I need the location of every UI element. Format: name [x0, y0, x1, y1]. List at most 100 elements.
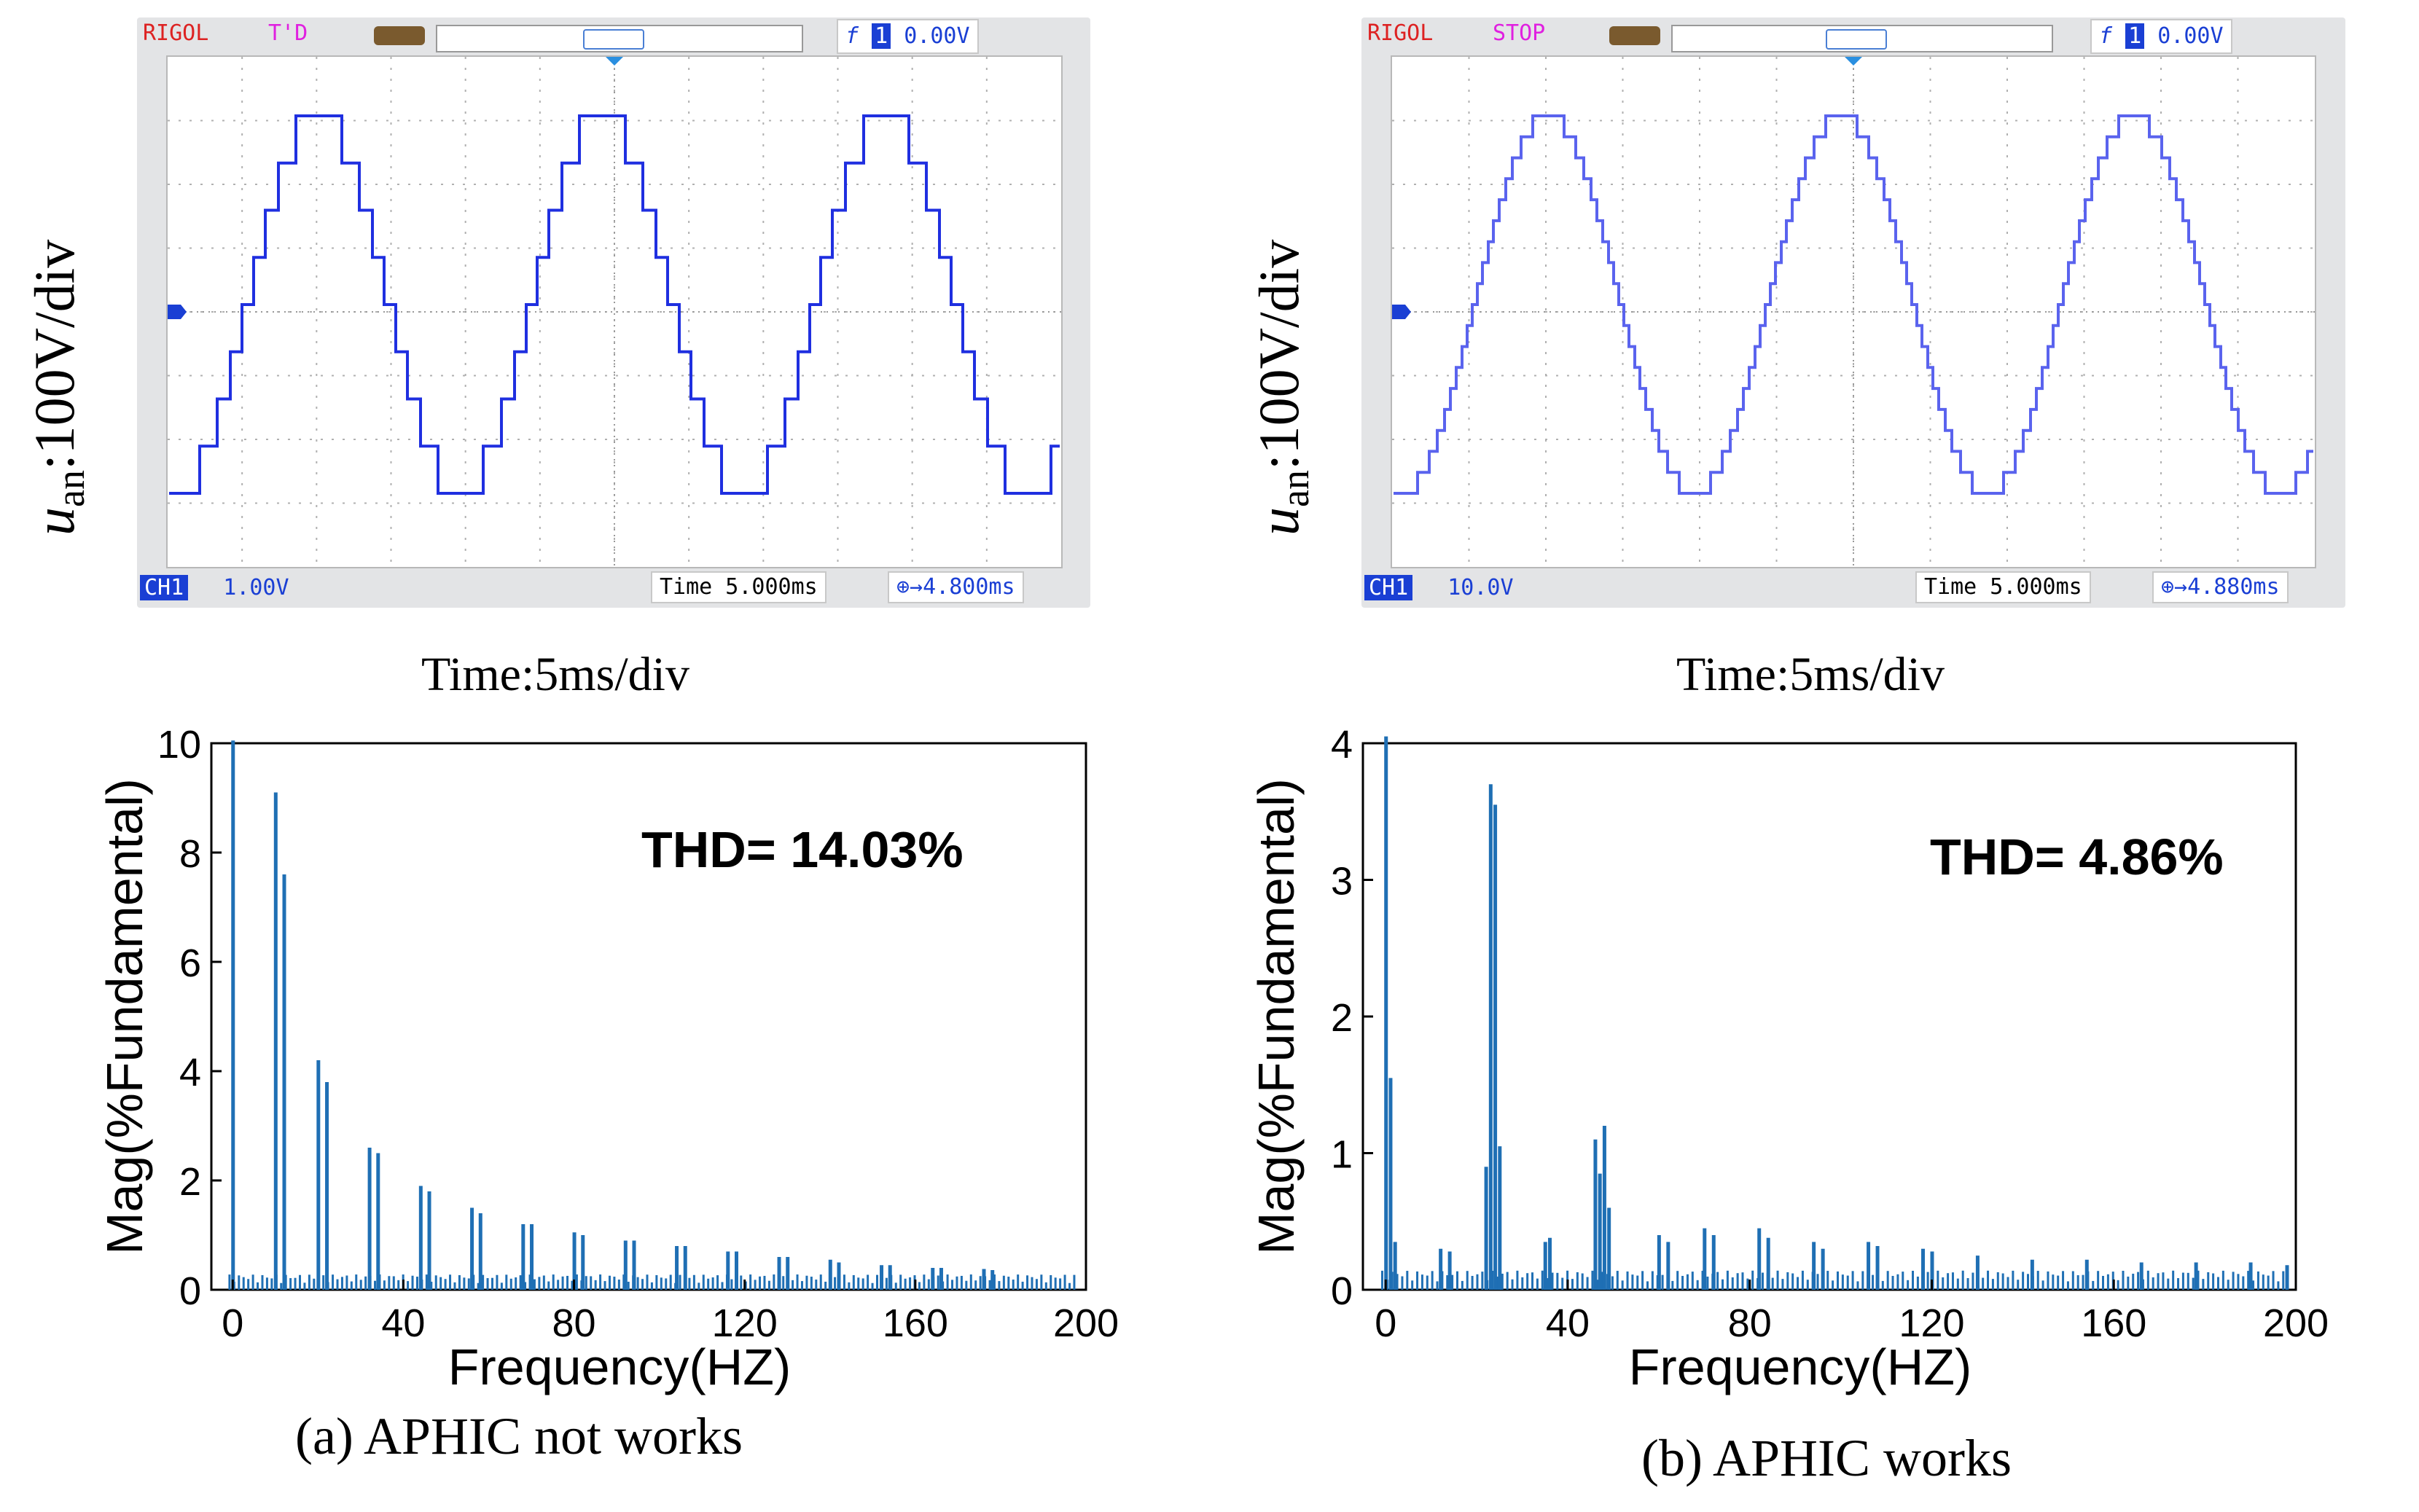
- scope-a-offset: ⊕→4.800ms: [888, 571, 1024, 603]
- spectrum-a-bar-floor: [332, 1274, 335, 1290]
- spectrum-b-xtick-label: 40: [1546, 1301, 1590, 1345]
- scope-a-status: T'D: [268, 20, 308, 46]
- spectrum-a-bar: [888, 1265, 892, 1290]
- spectrum-a-bar-floor: [439, 1277, 442, 1290]
- spectrum-b-bar-floor: [1576, 1272, 1579, 1290]
- spectrum-a-bar-floor: [660, 1277, 663, 1290]
- spectrum-a-bar-floor: [557, 1280, 560, 1290]
- spectrum-a-bar-floor: [571, 1280, 574, 1290]
- scope-a-y-label: uan:100V/div: [23, 239, 93, 536]
- spectrum-a-bar-floor: [834, 1277, 837, 1290]
- scope-b-trigger-box: f 1 0.00V: [2090, 19, 2232, 54]
- spectrum-b-bar-floor: [2221, 1270, 2224, 1290]
- spectrum-b-bar-floor: [1886, 1271, 1889, 1290]
- spectrum-b-bar-floor: [2082, 1274, 2084, 1290]
- spectrum-a-bar-floor: [561, 1276, 564, 1290]
- spectrum-a-bar-floor: [867, 1274, 869, 1290]
- spectrum-b-bar-floor: [2247, 1271, 2250, 1290]
- spectrum-a-bar-floor: [1050, 1274, 1052, 1290]
- spectrum-b-bar-floor: [1942, 1277, 1945, 1290]
- scope-b-status: STOP: [1493, 20, 1546, 46]
- spectrum-a-bar-floor: [251, 1274, 254, 1290]
- spectrum-a-bar-floor: [688, 1277, 691, 1290]
- spectrum-a-bar-floor: [697, 1282, 700, 1290]
- spectrum-b-bar: [1593, 1139, 1598, 1290]
- spectrum-b-bar-floor: [1761, 1272, 1764, 1290]
- spectrum-b-bar-floor: [1926, 1272, 1929, 1290]
- spectrum-b-bar: [2194, 1262, 2198, 1290]
- spectrum-b-bar-floor: [1611, 1276, 1614, 1290]
- spectrum-b-bar-floor: [2022, 1272, 2025, 1290]
- spectrum-a-bar-floor: [918, 1282, 921, 1290]
- spectrum-b-bar-floor: [2102, 1275, 2105, 1290]
- spectrum-a-bar: [982, 1269, 986, 1290]
- spectrum-a-bar-floor: [603, 1281, 606, 1290]
- spectrum-a-bar-floor: [1021, 1281, 1024, 1290]
- spectrum-b-bar-floor: [2076, 1275, 2079, 1290]
- spectrum-b-bar-floor: [1896, 1274, 1899, 1290]
- spectrum-a-bar-floor: [397, 1280, 400, 1290]
- spectrum-b-bar-floor: [1726, 1270, 1729, 1290]
- spectrum-b-ytick-label: 4: [1331, 723, 1353, 767]
- spectrum-a-bar-floor: [322, 1275, 325, 1290]
- spectrum-a-bar-floor: [355, 1274, 358, 1290]
- spectrum-a-bar-floor: [613, 1277, 616, 1290]
- spectrum-b-bar: [1812, 1242, 1816, 1290]
- spectrum-a-bar-floor: [894, 1282, 897, 1290]
- spectrum-b-bar-floor: [2066, 1281, 2069, 1290]
- spectrum-a-bar-floor: [482, 1274, 485, 1290]
- spectrum-b-bar-floor: [1621, 1280, 1624, 1290]
- spectrum-b-bar-floor: [1396, 1274, 1399, 1290]
- spectrum-b-ylabel: Mag(%Fundamental): [1248, 778, 1305, 1255]
- spectrum-a-bar-floor: [669, 1274, 672, 1290]
- spectrum-b-bar: [1875, 1246, 1880, 1290]
- spectrum-b-bar-floor: [1646, 1281, 1649, 1290]
- spectrum-a-bar: [837, 1262, 841, 1290]
- spectrum-b-bar-floor: [1496, 1276, 1498, 1290]
- spectrum-b-bar-floor: [1536, 1278, 1539, 1290]
- spectrum-a-xtick-label: 160: [883, 1301, 948, 1345]
- spectrum-a-bar-floor: [505, 1274, 508, 1290]
- spectrum-b-bar-floor: [1937, 1270, 1939, 1290]
- spectrum-b-bar-floor: [1741, 1272, 1744, 1290]
- spectrum-b-bar-floor: [2071, 1271, 2074, 1290]
- spectrum-b-bar: [1657, 1235, 1661, 1290]
- scope-b-memory-bar: [1671, 25, 2053, 52]
- spectrum-a-bar: [581, 1235, 585, 1290]
- spectrum-a-bar: [828, 1259, 832, 1290]
- spectrum-a-bar-floor: [622, 1274, 625, 1290]
- spectrum-a-bar-floor: [599, 1274, 602, 1290]
- spectrum-a-bar-floor: [359, 1280, 362, 1290]
- spectrum-b-bar-floor: [1461, 1280, 1463, 1290]
- spectrum-b-bar: [1393, 1242, 1397, 1290]
- spectrum-a-bar: [786, 1257, 790, 1290]
- spectrum-a-bar-floor: [988, 1280, 991, 1290]
- spectrum-a-bar: [726, 1251, 730, 1290]
- spectrum-a-bar-floor: [885, 1277, 888, 1290]
- spectrum-a-bar-floor: [956, 1276, 958, 1290]
- spectrum-b-bar-floor: [1966, 1278, 1969, 1290]
- scope-a-time: Time 5.000ms: [651, 571, 826, 603]
- spectrum-b-bar: [1493, 804, 1498, 1290]
- spectrum-b-xtick-label: 80: [1728, 1301, 1772, 1345]
- spectrum-b-bar-floor: [2192, 1277, 2195, 1290]
- spectrum-a-xtick-label: 40: [381, 1301, 425, 1345]
- scope-b-trace: [1394, 114, 2313, 495]
- spectrum-b-bar-floor: [1380, 1270, 1383, 1290]
- spectrum-a-bar-floor: [665, 1278, 668, 1290]
- spectrum-a-bar-floor: [965, 1280, 968, 1290]
- scope-a-battery-icon: [374, 26, 425, 45]
- spectrum-a-bar-floor: [711, 1277, 714, 1290]
- spectrum-b-bar-floor: [1471, 1275, 1474, 1290]
- spectrum-a-bar-floor: [430, 1281, 433, 1290]
- spectrum-a-bar-floor: [280, 1282, 283, 1290]
- spectrum-a-bar: [931, 1268, 935, 1290]
- spectrum-b-bar-floor: [1701, 1270, 1704, 1290]
- spectrum-b-bar-floor: [1746, 1278, 1749, 1290]
- spectrum-b-bar-floor: [1832, 1280, 1834, 1290]
- spectrum-b-bar-floor: [2272, 1271, 2275, 1290]
- spectrum-a-bar-floor: [754, 1280, 757, 1290]
- spectrum-b-bar: [2139, 1262, 2144, 1290]
- spectrum-a-bar: [683, 1246, 687, 1290]
- spectrum-a-bar-floor: [1044, 1282, 1047, 1290]
